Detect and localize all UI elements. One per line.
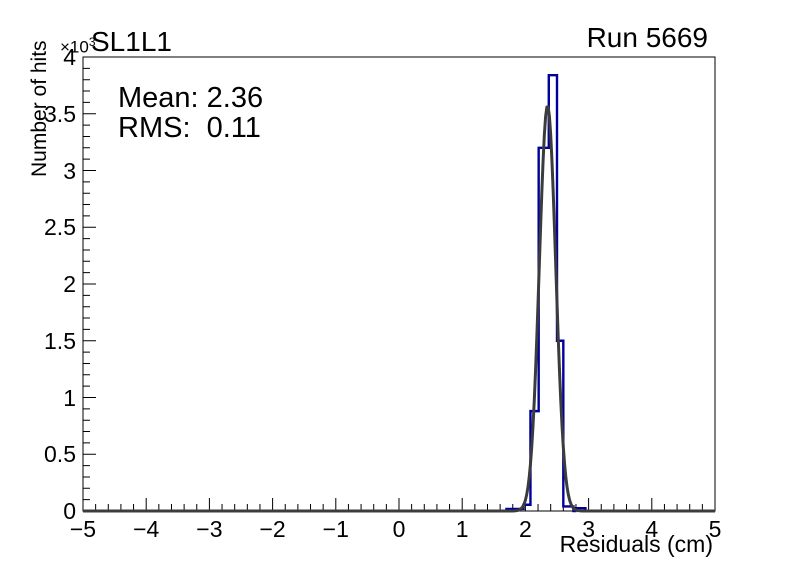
x-tick-label: 3 (582, 516, 595, 542)
y-tick-label: 1.5 (44, 327, 76, 354)
x-tick-label: 5 (708, 516, 722, 542)
x-tick-label: 0 (392, 516, 406, 542)
run-label: Run 5669 (586, 22, 708, 53)
y-tick-label: 4 (63, 44, 76, 70)
y-tick-label: 2 (63, 271, 76, 297)
x-tick-label: 2 (518, 516, 532, 542)
stats-mean: Mean: 2.36 (118, 82, 264, 114)
y-axis-multiplier-base: ×10 (60, 37, 89, 57)
y-axis-multiplier-exponent: 3 (88, 35, 96, 49)
fit-curve (82, 105, 716, 513)
x-tick-label: −1 (322, 516, 349, 542)
x-axis-title: Residuals (cm) (559, 531, 713, 557)
stats-rms: RMS: 0.11 (118, 112, 261, 144)
x-tick-label: −3 (196, 516, 223, 542)
y-tick-label: 0 (63, 498, 76, 524)
x-tick-label: 4 (645, 516, 659, 542)
y-tick-label: 2.5 (44, 214, 76, 241)
x-tick-label: −5 (69, 516, 97, 542)
y-axis-multiplier: ×103 (60, 34, 96, 56)
x-tick-label: −4 (133, 516, 160, 542)
y-tick-label: 3 (63, 157, 76, 184)
y-tick-label: 0.5 (44, 441, 76, 468)
x-tick-label: −2 (259, 516, 286, 542)
plot-title: SL1L1 (91, 26, 172, 57)
y-tick-label: 3.5 (44, 100, 76, 127)
y-tick-label: 1 (63, 384, 76, 411)
x-tick-label: 1 (455, 516, 469, 542)
